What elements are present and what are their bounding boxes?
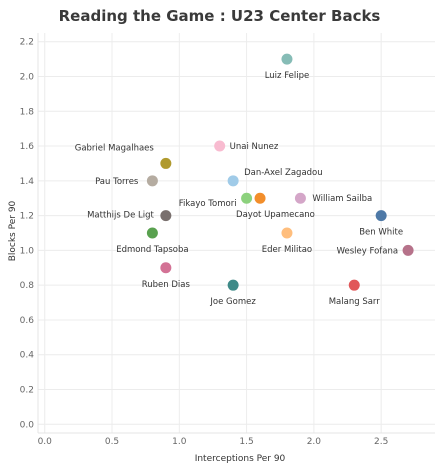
y-tick-label: 0.0 <box>20 420 35 430</box>
data-points <box>146 53 414 291</box>
data-label: Gabriel Magalhaes <box>75 143 155 153</box>
x-tick-label: 2.5 <box>374 437 388 447</box>
data-point <box>160 157 172 169</box>
y-tick-label: 2.0 <box>20 72 35 82</box>
data-point <box>281 53 293 65</box>
data-point <box>214 140 226 152</box>
data-point <box>241 192 253 204</box>
y-tick-label: 2.2 <box>20 38 34 48</box>
data-label: Joe Gomez <box>209 297 256 307</box>
x-tick-label: 1.0 <box>172 437 187 447</box>
data-point <box>227 175 239 187</box>
data-label: Matthijs De Ligt <box>87 211 154 221</box>
data-label: Dayot Upamecano <box>236 210 315 220</box>
data-point <box>281 227 293 239</box>
data-point <box>375 210 387 222</box>
data-label: Malang Sarr <box>329 297 381 307</box>
data-label: Ruben Dias <box>142 280 191 290</box>
data-label: Ben White <box>359 228 403 238</box>
data-point <box>146 227 158 239</box>
x-tick-label: 2.0 <box>307 437 322 447</box>
y-tick-label: 0.6 <box>20 316 35 326</box>
data-label: Edmond Tapsoba <box>116 245 188 255</box>
data-label: Luiz Felipe <box>265 71 310 81</box>
x-tick-label: 0.5 <box>105 437 119 447</box>
data-point <box>294 192 306 204</box>
y-tick-label: 1.4 <box>20 177 35 187</box>
y-tick-label: 1.8 <box>20 107 35 117</box>
data-point <box>160 210 172 222</box>
data-label: Dan-Axel Zagadou <box>244 168 323 178</box>
point-labels: Luiz Felipe Unai Nunez Gabriel Magalhaes Da… <box>75 71 403 307</box>
data-point <box>146 175 158 187</box>
y-tick-label: 1.6 <box>20 142 35 152</box>
y-tick-label: 0.8 <box>20 281 35 291</box>
x-tick-label: 1.5 <box>239 437 253 447</box>
y-tick-label: 1.0 <box>20 246 35 256</box>
data-label: William Sailba <box>312 194 372 204</box>
y-tick-label: 0.4 <box>20 351 35 361</box>
data-point <box>348 279 360 291</box>
x-axis-label: Interceptions Per 90 <box>195 454 286 464</box>
data-point <box>402 244 414 256</box>
chart-title: Reading the Game : U23 Center Backs <box>58 7 381 25</box>
data-label: Fikayo Tomori <box>179 199 237 209</box>
data-point <box>254 192 266 204</box>
data-label: Wesley Fofana <box>337 246 398 256</box>
x-tick-label: 0.0 <box>38 437 53 447</box>
y-tick-label: 1.2 <box>20 212 34 222</box>
y-tick-label: 0.2 <box>20 386 34 396</box>
tick-labels: 0.0 0.2 0.4 0.6 0.8 1.0 1.2 1.4 1.6 1.8 2.0 2.2 0.0 0… <box>20 38 389 447</box>
data-point <box>227 279 239 291</box>
data-label: Eder Militao <box>262 245 312 255</box>
data-point <box>160 262 172 274</box>
y-axis-label: Blocks Per 90 <box>8 200 18 261</box>
data-label: Pau Torres <box>95 177 139 187</box>
data-label: Unai Nunez <box>230 142 279 152</box>
grid <box>37 33 435 434</box>
